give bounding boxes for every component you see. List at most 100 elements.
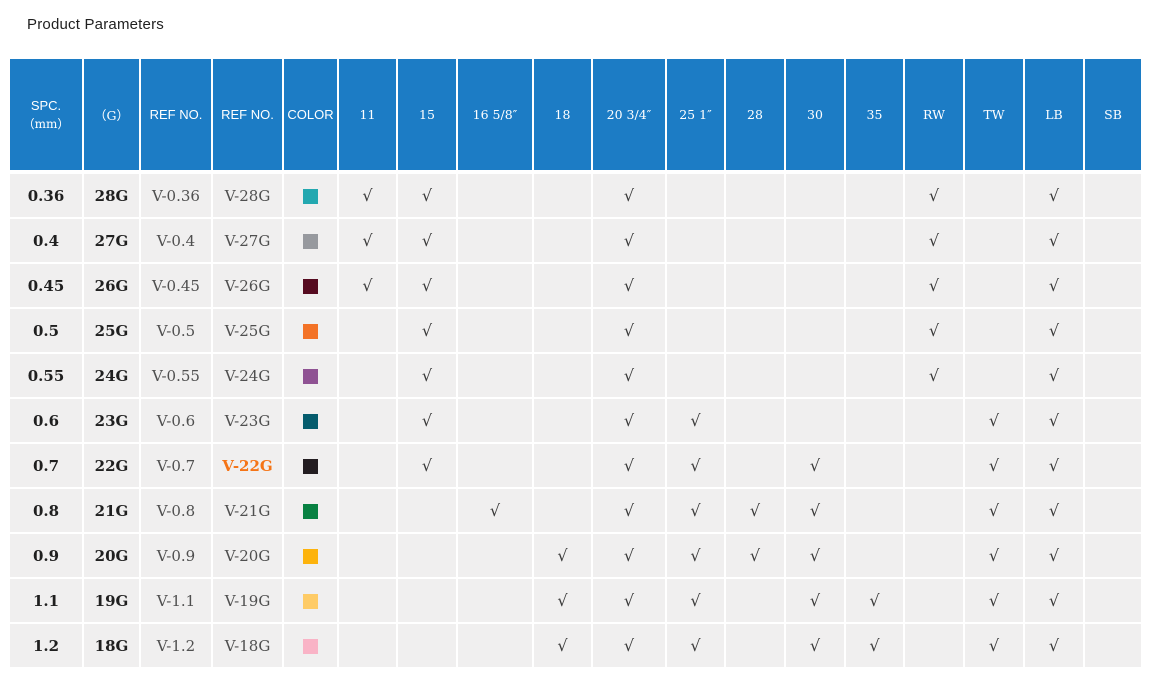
cell-empty [726,444,784,487]
cell-empty [667,354,724,397]
cell-check-mark: √ [905,219,963,262]
cell-ref-no-mm: V-0.55 [141,354,211,397]
cell-empty [667,264,724,307]
cell-empty [667,174,724,217]
cell-empty [786,309,844,352]
cell-check-mark: √ [786,444,844,487]
col-header-sb: SB [1085,59,1141,172]
product-parameters-table: SPC. （mm） （G） REF NO. REF NO. COLOR 11 1… [8,57,1143,669]
cell-ref-no-g: V-25G [213,309,282,352]
cell-check-mark: √ [1025,624,1083,667]
cell-check-mark: √ [398,174,456,217]
cell-check-mark: √ [786,534,844,577]
cell-empty [339,624,396,667]
cell-empty [458,309,532,352]
cell-empty [534,174,591,217]
cell-check-mark: √ [965,624,1023,667]
cell-empty [458,354,532,397]
cell-gauge: 20G [84,534,139,577]
cell-empty [458,264,532,307]
color-swatch [303,504,318,519]
cell-empty [458,534,532,577]
cell-check-mark: √ [534,624,591,667]
col-header-rw: RW [905,59,963,172]
table-row: 0.55 24G V-0.55 V-24G √ √ √ √ [10,354,1141,397]
cell-check-mark: √ [1025,264,1083,307]
cell-empty [965,309,1023,352]
cell-empty [905,624,963,667]
cell-gauge: 22G [84,444,139,487]
cell-spc-mm: 0.7 [10,444,82,487]
cell-ref-no-g: V-24G [213,354,282,397]
table-header-row: SPC. （mm） （G） REF NO. REF NO. COLOR 11 1… [10,59,1141,172]
cell-check-mark: √ [667,579,724,622]
cell-ref-no-mm: V-0.7 [141,444,211,487]
cell-check-mark: √ [965,444,1023,487]
col-header-size-30: 30 [786,59,844,172]
cell-empty [726,399,784,442]
cell-color [284,174,337,217]
cell-color [284,309,337,352]
cell-gauge: 24G [84,354,139,397]
cell-spc-mm: 0.36 [10,174,82,217]
cell-ref-no-mm: V-0.4 [141,219,211,262]
cell-empty [1085,354,1141,397]
col-header-spc: SPC. （mm） [10,59,82,172]
cell-check-mark: √ [398,309,456,352]
cell-check-mark: √ [726,489,784,532]
table-row: 0.6 23G V-0.6 V-23G √ √ √ √ √ [10,399,1141,442]
cell-empty [339,399,396,442]
cell-check-mark: √ [905,174,963,217]
cell-color [284,624,337,667]
color-swatch [303,414,318,429]
cell-ref-no-mm: V-1.1 [141,579,211,622]
cell-check-mark: √ [398,354,456,397]
cell-empty [534,219,591,262]
cell-empty [786,174,844,217]
cell-color [284,489,337,532]
cell-check-mark: √ [339,264,396,307]
cell-check-mark: √ [905,354,963,397]
cell-empty [1085,309,1141,352]
cell-color [284,354,337,397]
cell-check-mark: √ [1025,579,1083,622]
table-row: 0.4 27G V-0.4 V-27G √ √ √ √ √ [10,219,1141,262]
cell-spc-mm: 0.9 [10,534,82,577]
color-swatch [303,189,318,204]
cell-empty [534,399,591,442]
cell-check-mark: √ [1025,174,1083,217]
cell-ref-no-mm: V-0.36 [141,174,211,217]
cell-empty [965,264,1023,307]
cell-check-mark: √ [339,174,396,217]
cell-empty [965,174,1023,217]
cell-empty [786,354,844,397]
cell-empty [534,444,591,487]
cell-empty [786,264,844,307]
cell-check-mark: √ [1025,489,1083,532]
cell-check-mark: √ [1025,354,1083,397]
col-header-size-18: 18 [534,59,591,172]
cell-ref-no-g: V-26G [213,264,282,307]
cell-ref-no-mm: V-1.2 [141,624,211,667]
cell-gauge: 18G [84,624,139,667]
cell-empty [905,579,963,622]
cell-empty [534,309,591,352]
table-row: 0.9 20G V-0.9 V-20G √ √ √ √ √ √ √ [10,534,1141,577]
cell-empty [398,489,456,532]
cell-check-mark: √ [593,489,665,532]
cell-ref-no-mm: V-0.8 [141,489,211,532]
cell-check-mark: √ [339,219,396,262]
col-header-size-11: 11 [339,59,396,172]
cell-empty [786,219,844,262]
cell-empty [905,534,963,577]
cell-ref-no-mm: V-0.45 [141,264,211,307]
cell-empty [339,534,396,577]
cell-check-mark: √ [786,624,844,667]
col-header-size-16-5-8: 16 5/8″ [458,59,532,172]
cell-empty [458,219,532,262]
cell-gauge: 26G [84,264,139,307]
col-header-spc-unit: （mm） [22,116,70,131]
cell-color [284,264,337,307]
cell-ref-no-g-highlighted-link[interactable]: V-22G [213,444,282,487]
